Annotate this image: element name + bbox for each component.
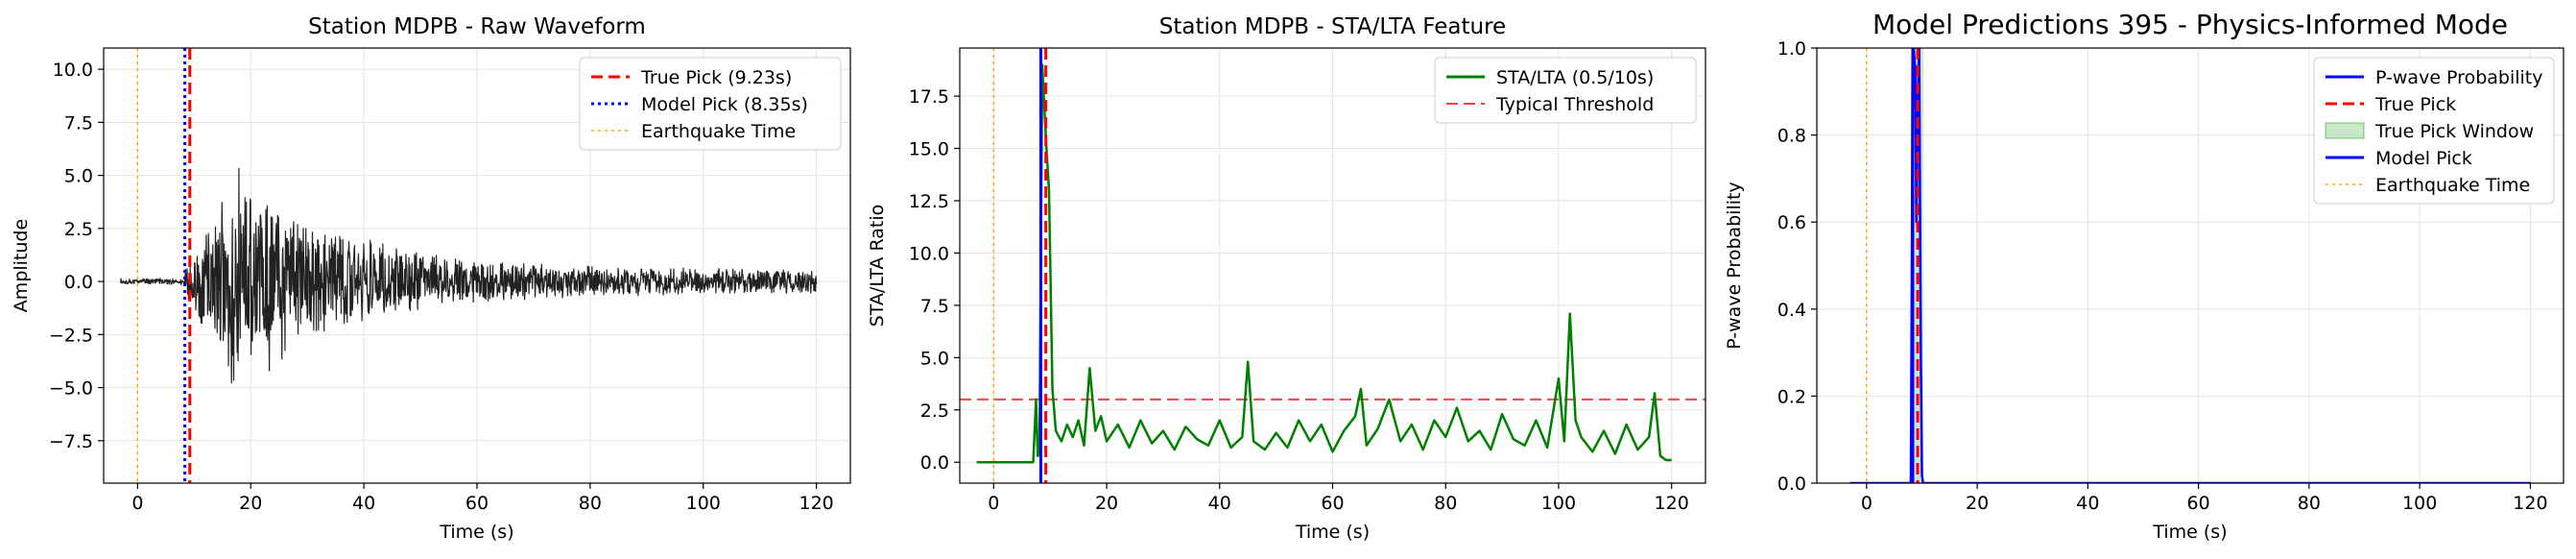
legend-box (1434, 57, 1697, 124)
y-axis-label: Amplitude (11, 219, 32, 312)
legend-label: Model Pick (2375, 148, 2472, 169)
x-axis-label: Time (s) (2152, 522, 2227, 543)
x-tick-label: 100 (2402, 493, 2437, 514)
legend-label: True Pick (9.23s) (640, 67, 792, 88)
y-tick-label: 7.5 (920, 296, 949, 317)
x-tick-label: 60 (2187, 493, 2210, 514)
x-tick-label: 0 (131, 493, 143, 514)
panel-title: Station MDPB - STA/LTA Feature (1159, 14, 1506, 39)
x-tick-label: 20 (239, 493, 262, 514)
legend-label: True Pick Window (2374, 121, 2534, 142)
y-tick-label: −7.5 (49, 431, 93, 452)
legend: P-wave Probability True Pick True Pick Win… (2313, 57, 2555, 205)
x-axis-label: Time (s) (1295, 522, 1370, 543)
data-layer (960, 48, 1705, 483)
chart-panel-model-predictions: 0 20 40 60 80 100 120 0.0 0.2 0.4 0.6 0.8 1.0 Model … (1724, 9, 2564, 543)
y-tick-label: 12.5 (909, 191, 949, 212)
x-tick-label: 20 (1095, 493, 1118, 514)
y-tick-label: 0.6 (1777, 212, 1806, 233)
x-tick-label: 80 (1434, 493, 1457, 514)
x-tick-label: 60 (1321, 493, 1344, 514)
legend-label: True Pick (2374, 94, 2456, 115)
y-tick-label: 10.0 (909, 243, 949, 264)
series-line (120, 167, 818, 384)
y-tick-label: 1.0 (1777, 38, 1806, 60)
x-tick-label: 40 (352, 493, 375, 514)
plot-area: 0 20 40 60 80 100 120 0.0 2.5 5.0 7.5 10.0 12.5 15.0 1… (909, 47, 1706, 514)
y-axis-label: STA/LTA Ratio (867, 205, 888, 328)
y-tick-label: 0.0 (920, 452, 949, 474)
y-tick-label: −5.0 (49, 378, 93, 400)
y-tick-label: 7.5 (64, 112, 93, 134)
y-tick-label: 5.0 (920, 348, 949, 369)
y-tick-label: −2.5 (49, 325, 93, 346)
y-tick-label: 0.2 (1777, 386, 1806, 407)
x-tick-label: 80 (2298, 493, 2321, 514)
y-tick-label: 2.5 (64, 219, 93, 240)
y-tick-label: 15.0 (909, 139, 949, 160)
legend-swatch (2325, 122, 2365, 139)
y-tick-label: 2.5 (920, 401, 949, 422)
x-tick-label: 100 (1541, 493, 1576, 514)
x-tick-label: 0 (988, 493, 999, 514)
y-tick-label: 10.0 (53, 60, 93, 81)
y-tick-label: 17.5 (909, 86, 949, 108)
y-tick-label: 0.0 (1777, 474, 1806, 495)
legend-box (579, 57, 842, 151)
y-axis-label: P-wave Probability (1724, 182, 1745, 350)
data-layer (1849, 48, 2531, 483)
x-axis-label: Time (s) (439, 522, 513, 543)
y-tick-label: 0.8 (1777, 126, 1806, 147)
x-tick-label: 100 (686, 493, 721, 514)
legend-label: P-wave Probability (2375, 67, 2543, 88)
x-tick-label: 40 (2076, 493, 2099, 514)
x-tick-label: 20 (1966, 493, 1989, 514)
axes-frame (1816, 47, 2564, 484)
legend-box (2313, 57, 2555, 205)
plot-area: 0 20 40 60 80 100 120 0.0 0.2 0.4 0.6 0.8 1.0 (1777, 38, 2564, 514)
legend-label: Typical Threshold (1495, 94, 1654, 115)
x-tick-label: 80 (579, 493, 602, 514)
x-tick-label: 0 (1861, 493, 1872, 514)
panel-title: Model Predictions 395 - Physics-Informed… (1872, 9, 2508, 40)
panel-title: Station MDPB - Raw Waveform (308, 14, 646, 39)
series-line (976, 63, 1672, 464)
x-tick-label: 120 (2513, 493, 2547, 514)
x-tick-label: 60 (465, 493, 489, 514)
data-layer (120, 48, 818, 483)
y-tick-label: 0.0 (64, 272, 93, 293)
legend-label: STA/LTA (0.5/10s) (1496, 67, 1654, 88)
y-tick-label: 5.0 (64, 166, 93, 187)
legend: STA/LTA (0.5/10s) Typical Threshold (1434, 57, 1697, 124)
x-tick-label: 120 (799, 493, 834, 514)
x-tick-label: 120 (1655, 493, 1689, 514)
y-tick-label: 0.4 (1777, 300, 1806, 321)
chart-panel-sta-lta: 0 20 40 60 80 100 120 0.0 2.5 5.0 7.5 10.0 12.5 15.0 1… (867, 14, 1706, 543)
legend: True Pick (9.23s) Model Pick (8.35s) Earth… (579, 57, 842, 151)
x-tick-label: 40 (1208, 493, 1231, 514)
legend-label: Model Pick (8.35s) (641, 94, 808, 115)
legend-label: Earthquake Time (641, 121, 796, 142)
chart-panel-raw-waveform: 0 20 40 60 80 100 120 −7.5 −5.0 −2.5 0.0 2.5 5.0 7.5 1… (11, 14, 851, 543)
legend-label: Earthquake Time (2375, 175, 2530, 196)
